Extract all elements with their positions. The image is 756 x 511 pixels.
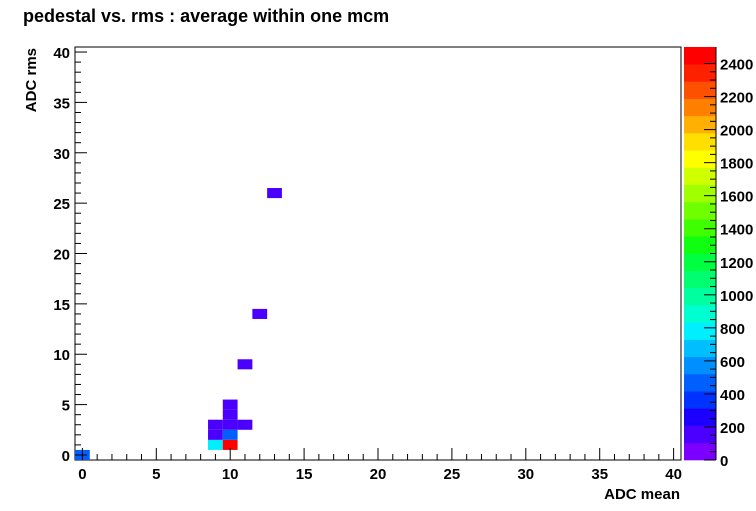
colorbar-tick-label: 400 bbox=[720, 387, 745, 404]
colorbar-segment bbox=[684, 64, 716, 82]
colorbar-segment bbox=[684, 236, 716, 254]
colorbar-segment bbox=[684, 219, 716, 237]
x-tick-label: 30 bbox=[517, 466, 534, 483]
colorbar-tick-label: 2000 bbox=[720, 123, 753, 140]
colorbar-segment bbox=[684, 184, 716, 203]
colorbar-tick-label: 800 bbox=[720, 321, 745, 338]
heatmap-cell bbox=[252, 308, 268, 319]
colorbar-segment bbox=[684, 442, 716, 461]
colorbar-segment bbox=[684, 115, 716, 134]
y-tick-label: 30 bbox=[53, 146, 70, 163]
colorbar-segment bbox=[684, 339, 716, 358]
plot-frame bbox=[74, 46, 682, 461]
colorbar-segment bbox=[684, 253, 716, 272]
colorbar-segment bbox=[684, 270, 716, 289]
colorbar-segment bbox=[684, 322, 716, 340]
heatmap-cell bbox=[208, 439, 223, 450]
heatmap-cell bbox=[237, 359, 253, 370]
colorbar-segment bbox=[684, 425, 716, 444]
colorbar-segment bbox=[684, 408, 716, 426]
colorbar-segment bbox=[684, 98, 716, 117]
y-tick-label: 5 bbox=[62, 398, 70, 415]
heatmap-cell bbox=[208, 429, 223, 440]
y-tick-label: 25 bbox=[53, 196, 70, 213]
colorbar-tick-label: 2400 bbox=[720, 57, 753, 74]
y-tick-label: 15 bbox=[53, 297, 70, 314]
y-tick-label: 10 bbox=[53, 347, 70, 364]
x-tick-label: 35 bbox=[591, 466, 608, 483]
colorbar-tick-label: 200 bbox=[720, 420, 745, 437]
heatmap-cell bbox=[208, 419, 223, 430]
heatmap-cell bbox=[222, 439, 238, 450]
colorbar-tick-label: 1000 bbox=[720, 288, 753, 305]
x-tick-label: 10 bbox=[222, 466, 239, 483]
heatmap-cell bbox=[222, 429, 238, 440]
colorbar-segment bbox=[684, 391, 716, 409]
colorbar-segment bbox=[684, 133, 716, 151]
x-tick-label: 15 bbox=[296, 466, 313, 483]
x-tick-label: 0 bbox=[78, 466, 86, 483]
colorbar-tick-label: 600 bbox=[720, 354, 745, 371]
y-tick-label: 20 bbox=[53, 247, 70, 264]
colorbar-segment bbox=[684, 167, 716, 185]
colorbar-segment bbox=[684, 47, 716, 65]
colorbar-segment bbox=[684, 305, 716, 323]
colorbar-tick-label: 1800 bbox=[720, 156, 753, 173]
heatmap-cell bbox=[222, 399, 238, 410]
colorbar-tick-label: 0 bbox=[720, 453, 728, 470]
chart-title: pedestal vs. rms : average within one mc… bbox=[23, 6, 390, 26]
colorbar-segment bbox=[684, 373, 716, 392]
heatmap-cell bbox=[237, 419, 253, 430]
colorbar-segment bbox=[684, 81, 716, 99]
colorbar-segment bbox=[684, 201, 716, 220]
x-tick-label: 40 bbox=[665, 466, 682, 483]
y-tick-label: 0 bbox=[62, 448, 70, 465]
x-axis-label: ADC mean bbox=[604, 486, 680, 503]
colorbar-tick-label: 1200 bbox=[720, 255, 753, 272]
colorbar-segment bbox=[684, 356, 716, 375]
colorbar-segment bbox=[684, 287, 716, 306]
y-tick-label: 35 bbox=[53, 95, 70, 112]
colorbar-segment bbox=[684, 150, 716, 168]
x-tick-label: 5 bbox=[152, 466, 160, 483]
colorbar-tick-label: 1600 bbox=[720, 189, 753, 206]
colorbar-tick-label: 2200 bbox=[720, 90, 753, 107]
y-tick-label: 40 bbox=[53, 45, 70, 62]
x-tick-label: 25 bbox=[444, 466, 461, 483]
colorbar-tick-label: 1400 bbox=[720, 222, 753, 239]
y-axis-label: ADC rms bbox=[23, 48, 40, 112]
heatmap-cell bbox=[267, 188, 282, 199]
heatmap-cell bbox=[222, 419, 238, 430]
heatmap-cell bbox=[222, 409, 238, 420]
x-tick-label: 20 bbox=[370, 466, 387, 483]
